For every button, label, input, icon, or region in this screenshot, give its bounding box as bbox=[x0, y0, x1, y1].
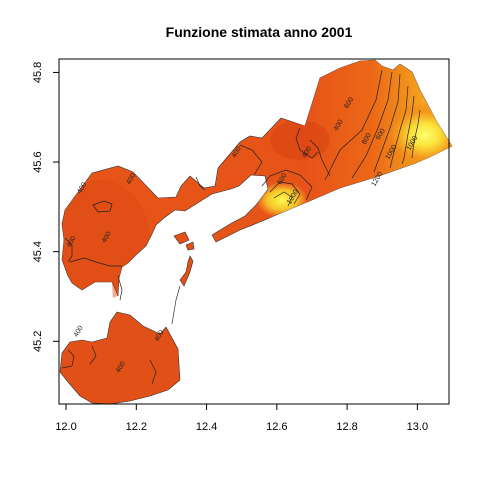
contour-line bbox=[411, 109, 421, 159]
contour-line bbox=[309, 139, 331, 177]
contour-label: 600 bbox=[375, 128, 387, 142]
y-axis: 45.2 45.4 45.6 45.8 bbox=[32, 62, 59, 352]
contour-label: 400 bbox=[76, 181, 88, 195]
x-tick-label: 12.6 bbox=[266, 421, 287, 433]
darker-west-patch bbox=[60, 180, 150, 300]
contour-line bbox=[351, 71, 393, 179]
y-tick-label: 45.6 bbox=[32, 151, 44, 172]
island-4 bbox=[171, 285, 181, 325]
contour-line bbox=[389, 85, 409, 169]
contour-label: 400 bbox=[231, 145, 243, 159]
contour-lines bbox=[61, 69, 421, 385]
contour-line bbox=[195, 176, 206, 191]
contour-label: 600 bbox=[343, 96, 355, 110]
contour-line bbox=[61, 349, 75, 369]
chart-title: Funzione stimata anno 2001 bbox=[166, 24, 353, 40]
island-1 bbox=[173, 231, 190, 245]
contour-label: 400 bbox=[66, 235, 78, 249]
contour-line bbox=[324, 69, 383, 181]
x-axis: 12.0 12.2 12.4 12.6 12.8 13.0 bbox=[55, 404, 428, 433]
contour-line bbox=[295, 127, 319, 159]
contour-label: 400 bbox=[301, 145, 313, 159]
contour-label: 400 bbox=[126, 172, 138, 186]
hotspot-east bbox=[385, 103, 452, 167]
plot-frame bbox=[58, 58, 450, 405]
contour-line bbox=[92, 200, 113, 213]
x-tick-label: 13.0 bbox=[407, 421, 428, 433]
contour-line bbox=[273, 191, 293, 207]
y-tick-label: 45.8 bbox=[32, 62, 44, 83]
y-tick-label: 45.4 bbox=[32, 241, 44, 262]
x-tick-label: 12.8 bbox=[336, 421, 357, 433]
contour-line bbox=[239, 144, 263, 176]
contour-label: 400 bbox=[101, 231, 113, 245]
contour-line bbox=[64, 237, 73, 263]
contour-line bbox=[373, 73, 401, 173]
contour-label: 400 bbox=[154, 329, 166, 343]
island-2 bbox=[185, 241, 195, 251]
contour-label: 400 bbox=[333, 119, 345, 133]
y-tick-label: 45.2 bbox=[32, 331, 44, 352]
contour-label: 600 bbox=[277, 172, 289, 186]
contour-line bbox=[117, 275, 123, 301]
contour-line bbox=[269, 181, 301, 205]
contour-label: 800 bbox=[361, 132, 373, 146]
contour-line bbox=[401, 95, 415, 165]
contour-label: 400 bbox=[115, 361, 127, 375]
contour-line bbox=[89, 345, 97, 365]
land-regions bbox=[59, 59, 453, 405]
x-tick-label: 12.2 bbox=[126, 421, 147, 433]
contour-line bbox=[261, 169, 313, 201]
contour-line bbox=[149, 359, 157, 385]
island-3 bbox=[179, 255, 194, 287]
contour-label: 400 bbox=[73, 325, 85, 339]
x-tick-label: 12.4 bbox=[196, 421, 217, 433]
darker-north-patch bbox=[270, 120, 330, 160]
contour-line bbox=[69, 257, 122, 267]
x-tick-label: 12.0 bbox=[55, 421, 76, 433]
